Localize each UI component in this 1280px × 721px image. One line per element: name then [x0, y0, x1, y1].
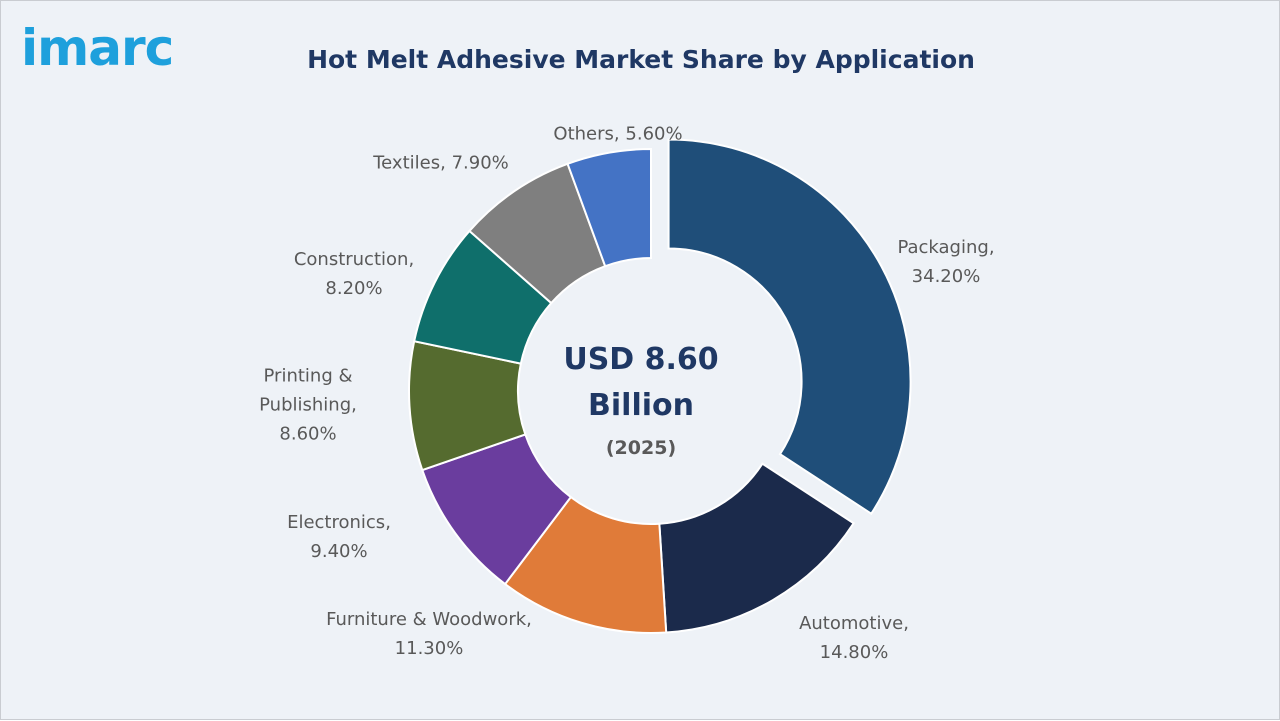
label-separator: ,	[351, 394, 357, 416]
value-label: 11.30%	[394, 638, 464, 659]
slice-label: Textiles, 7.90%	[291, 149, 591, 178]
donut-slice	[566, 147, 652, 268]
slice-label: Others, 5.60%	[468, 120, 768, 149]
category-label: Others	[553, 123, 614, 145]
value-label: 14.80%	[819, 642, 889, 663]
slice-label: Furniture & Woodwork, 11.30%	[324, 605, 534, 663]
value-label: 5.60%	[625, 123, 683, 145]
value-label: 34.20%	[911, 266, 981, 287]
slice-label: Electronics, 9.40%	[274, 508, 404, 566]
donut-slice	[667, 138, 912, 516]
category-label: Automotive	[799, 613, 904, 634]
category-label: Packaging	[897, 237, 989, 258]
slice-label: Automotive, 14.80%	[789, 609, 919, 667]
category-label: Electronics	[287, 512, 386, 533]
category-label: Furniture & Woodwork	[326, 609, 527, 630]
label-separator: ,	[903, 613, 909, 634]
slice-label: Packaging, 34.20%	[886, 233, 1006, 291]
label-separator: ,	[988, 237, 995, 258]
value-label: 8.20%	[325, 278, 383, 299]
slice-label: Printing & Publishing, 8.60%	[251, 362, 366, 449]
value-label: 9.40%	[310, 541, 368, 562]
donut-slice	[658, 462, 856, 634]
center-sublabel: (2025)	[605, 437, 677, 459]
label-separator: ,	[613, 123, 620, 145]
slice-label: Construction, 8.20%	[284, 245, 424, 303]
brand-logo: imarc	[21, 19, 174, 77]
center-label: USD 8.60 Billion	[563, 342, 719, 423]
label-separator: ,	[408, 249, 415, 270]
value-label: 7.90%	[451, 152, 509, 174]
value-label: 8.60%	[279, 423, 337, 445]
label-separator: ,	[440, 152, 446, 174]
chart-title: Hot Melt Adhesive Market Share by Applic…	[307, 45, 975, 74]
category-label: Construction	[293, 249, 409, 270]
category-label: Textiles	[373, 152, 441, 174]
label-separator: ,	[526, 609, 532, 630]
label-separator: ,	[385, 512, 391, 533]
category-label: Printing & Publishing	[259, 365, 353, 416]
